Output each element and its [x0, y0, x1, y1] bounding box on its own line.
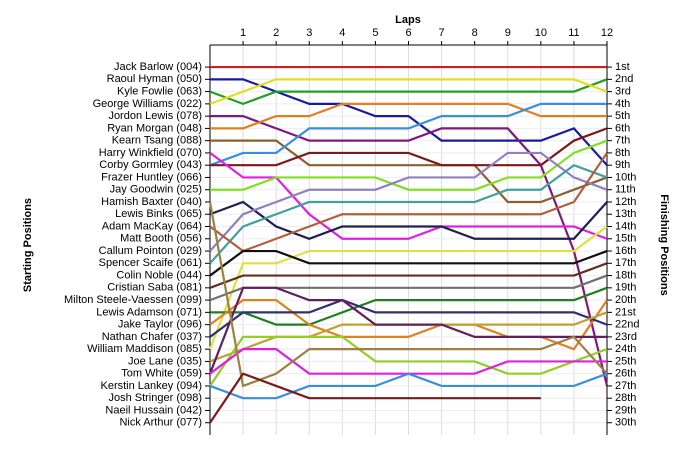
y2-tick-label: 18th	[615, 269, 636, 281]
y2-tick-label: 5th	[615, 110, 630, 122]
x-tick-label: 1	[240, 27, 246, 39]
driver-line	[208, 225, 608, 350]
chart-title: Laps	[395, 14, 421, 26]
y-tick-label: Tom White (059)	[121, 368, 202, 380]
y-tick-label: Naeil Hussain (042)	[105, 404, 202, 416]
y-tick-label: William Maddison (085)	[87, 343, 202, 355]
y-tick-label: Ryan Morgan (048)	[107, 122, 202, 134]
y-tick-label: Spencer Scaife (061)	[99, 257, 202, 269]
y2-axis-title: Finishing Positions	[658, 194, 670, 295]
driver-line	[209, 262, 608, 289]
y-tick-label: Kyle Fowlie (063)	[117, 86, 202, 98]
y2-tick-label: 11th	[615, 184, 636, 196]
y-tick-label: Jordon Lewis (078)	[108, 110, 202, 122]
y-tick-label: Hamish Baxter (040)	[101, 196, 202, 208]
y-tick-label: Corby Gormley (043)	[99, 159, 202, 171]
y2-tick-label: 14th	[615, 220, 636, 232]
y-tick-label: Jay Goodwin (025)	[110, 184, 202, 196]
driver-line	[209, 372, 541, 424]
y2-tick-label: 19th	[615, 282, 636, 294]
driver-line	[209, 78, 608, 105]
driver-line	[209, 151, 608, 252]
y-tick-label: Cristian Saba (081)	[107, 282, 202, 294]
driver-line	[210, 102, 607, 130]
y2-tick-label: 26th	[615, 368, 636, 380]
y-tick-label: Kerstin Lankey (094)	[101, 380, 203, 392]
x-tick-label: 9	[505, 27, 511, 39]
y-tick-label: Nick Arthur (077)	[119, 417, 202, 429]
y2-tick-label: 4th	[615, 98, 630, 110]
x-tick-label: 3	[306, 27, 312, 39]
y-tick-label: Josh Stringer (098)	[108, 392, 202, 404]
y2-tick-label: 28th	[615, 392, 636, 404]
y2-tick-label: 8th	[615, 147, 630, 159]
x-tick-label: 12	[601, 27, 613, 39]
y2-tick-label: 22nd	[615, 319, 639, 331]
x-tick-label: 10	[535, 27, 547, 39]
x-tick-label: 2	[273, 27, 279, 39]
y2-tick-label: 27th	[615, 380, 636, 392]
y-tick-label: Matt Booth (056)	[120, 233, 202, 245]
y2-tick-label: 12th	[615, 196, 636, 208]
y2-tick-label: 20th	[615, 294, 636, 306]
x-tick-label: 4	[339, 27, 345, 39]
y2-tick-label: 16th	[615, 245, 636, 257]
y-tick-label: Joe Lane (035)	[128, 355, 202, 367]
driver-line	[210, 286, 608, 326]
driver-line	[209, 249, 608, 277]
y-tick-label: Jake Taylor (096)	[118, 319, 202, 331]
driver-line	[209, 200, 608, 240]
y-tick-label: Lewis Binks (065)	[115, 208, 202, 220]
y-tick-label: Jack Barlow (004)	[114, 61, 202, 73]
driver-line	[209, 152, 608, 253]
y2-tick-label: 23rd	[615, 331, 637, 343]
y-tick-label: George Williams (022)	[93, 98, 202, 110]
y2-tick-label: 24th	[615, 343, 636, 355]
x-tick-label: 7	[439, 27, 445, 39]
driver-line	[210, 127, 608, 167]
y2-tick-label: 21st	[615, 306, 636, 318]
driver-line	[209, 298, 608, 338]
y2-tick-label: 2nd	[615, 73, 633, 85]
y-tick-label: Lewis Adamson (071)	[96, 306, 202, 318]
y-tick-label: Colin Noble (044)	[116, 269, 202, 281]
driver-line	[209, 335, 608, 387]
y-tick-label: Adam MacKay (064)	[102, 220, 202, 232]
y2-tick-label: 30th	[615, 417, 636, 429]
y2-tick-label: 6th	[615, 122, 630, 134]
x-tick-label: 8	[472, 27, 478, 39]
y-tick-label: Kearn Tsang (088)	[112, 135, 202, 147]
y2-tick-label: 17th	[615, 257, 636, 269]
y-tick-label: Nathan Chafer (037)	[102, 331, 202, 343]
driver-line	[209, 163, 608, 265]
driver-line	[209, 372, 608, 400]
y2-tick-label: 15th	[615, 233, 636, 245]
y2-tick-label: 3rd	[615, 86, 631, 98]
driver-line	[210, 139, 608, 204]
y2-tick-label: 7th	[615, 135, 630, 147]
y-tick-label: Raoul Hyman (050)	[107, 73, 202, 85]
x-tick-label: 11	[568, 27, 579, 39]
driver-line	[209, 78, 608, 106]
driver-line	[209, 102, 607, 167]
y2-tick-label: 1st	[615, 61, 630, 73]
x-tick-label: 6	[405, 27, 411, 39]
y-axis-title: Starting Positions	[22, 198, 34, 292]
y-tick-label: Frazer Huntley (066)	[101, 171, 202, 183]
y2-tick-label: 29th	[615, 404, 636, 416]
driver-line	[210, 139, 608, 191]
y-tick-label: Callum Pointon (029)	[99, 245, 202, 257]
y-tick-label: Milton Steele-Vaessen (099)	[64, 294, 202, 306]
y2-tick-label: 10th	[615, 171, 636, 183]
driver-line	[208, 201, 608, 388]
driver-line	[208, 286, 607, 375]
y-tick-label: Harry Winkfield (070)	[99, 147, 202, 159]
y2-tick-label: 9th	[615, 159, 630, 171]
y2-tick-label: 13th	[615, 208, 636, 220]
y2-tick-label: 25th	[615, 355, 636, 367]
x-tick-label: 5	[372, 27, 378, 39]
